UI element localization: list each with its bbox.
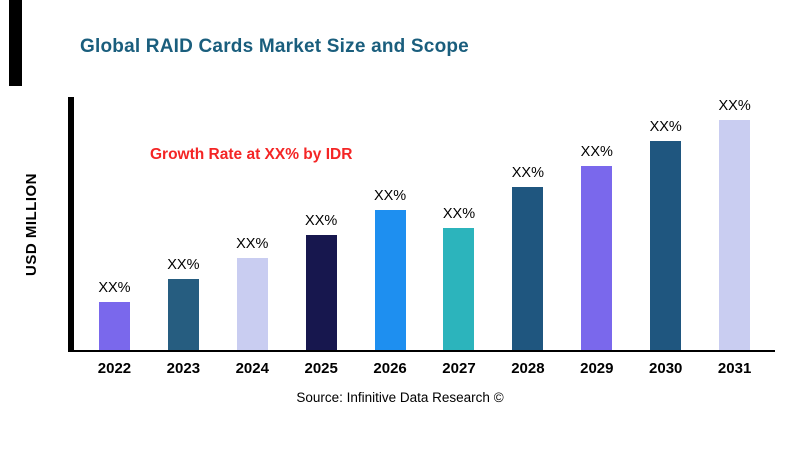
- chart-title: Global RAID Cards Market Size and Scope: [80, 36, 469, 57]
- bar-value-label-2030: XX%: [649, 118, 682, 135]
- decorative-corner-bar: [9, 0, 22, 86]
- bar-column-2029: XX%: [562, 97, 631, 350]
- x-tick-2028: 2028: [511, 360, 545, 377]
- bar-column-2031: XX%: [700, 97, 769, 350]
- bar-column-2026: XX%: [356, 97, 425, 350]
- bar-2028: [512, 186, 544, 350]
- x-axis-labels: 2022 2023 2024 2025 2026 2027 2028 2029 2030 2031: [74, 360, 775, 377]
- bar-value-label-2029: XX%: [580, 144, 613, 160]
- bar-column-2025: XX%: [287, 97, 356, 350]
- y-axis-label: USD MILLION: [22, 173, 40, 276]
- bar-value-label-2026: XX%: [373, 187, 407, 204]
- bar-2024: [236, 258, 268, 350]
- bar-value-label-2024: XX%: [236, 236, 269, 252]
- bars-row: XX% XX% XX% XX% XX% XX% XX% XX% XX% XX%: [74, 97, 775, 350]
- source-attribution: Source: Infinitive Data Research ©: [296, 390, 504, 405]
- bar-column-2022: XX%: [80, 97, 149, 350]
- bar-2027: [443, 228, 475, 350]
- plot-area: XX% XX% XX% XX% XX% XX% XX% XX% XX% XX%: [68, 97, 775, 352]
- bar-2029: [581, 166, 613, 350]
- y-axis-label-wrap: USD MILLION: [18, 97, 44, 352]
- bar-value-label-2022: XX%: [98, 279, 131, 296]
- bar-value-label-2025: XX%: [305, 213, 338, 229]
- bar-column-2027: XX%: [425, 97, 494, 350]
- bar-2031: [719, 120, 751, 350]
- bar-2022: [98, 301, 130, 350]
- x-tick-2022: 2022: [97, 360, 132, 377]
- bar-2026: [374, 209, 406, 350]
- bar-column-2028: XX%: [493, 97, 562, 350]
- bar-value-label-2023: XX%: [167, 256, 200, 273]
- x-tick-2025: 2025: [304, 360, 338, 377]
- bar-2025: [305, 235, 337, 350]
- x-tick-2026: 2026: [373, 360, 407, 377]
- x-tick-2031: 2031: [717, 360, 752, 377]
- bar-column-2024: XX%: [218, 97, 287, 350]
- x-tick-2029: 2029: [580, 360, 614, 377]
- bar-value-label-2027: XX%: [442, 206, 476, 223]
- x-tick-2027: 2027: [442, 360, 476, 377]
- x-tick-2030: 2030: [649, 360, 683, 377]
- bar-column-2023: XX%: [149, 97, 218, 350]
- bar-2023: [167, 278, 199, 350]
- x-tick-2024: 2024: [235, 360, 269, 377]
- bar-value-label-2031: XX%: [718, 98, 751, 114]
- bar-column-2030: XX%: [631, 97, 700, 350]
- bar-2030: [650, 140, 682, 350]
- x-tick-2023: 2023: [166, 360, 201, 377]
- bar-value-label-2028: XX%: [511, 164, 545, 181]
- growth-rate-annotation: Growth Rate at XX% by IDR: [150, 146, 353, 163]
